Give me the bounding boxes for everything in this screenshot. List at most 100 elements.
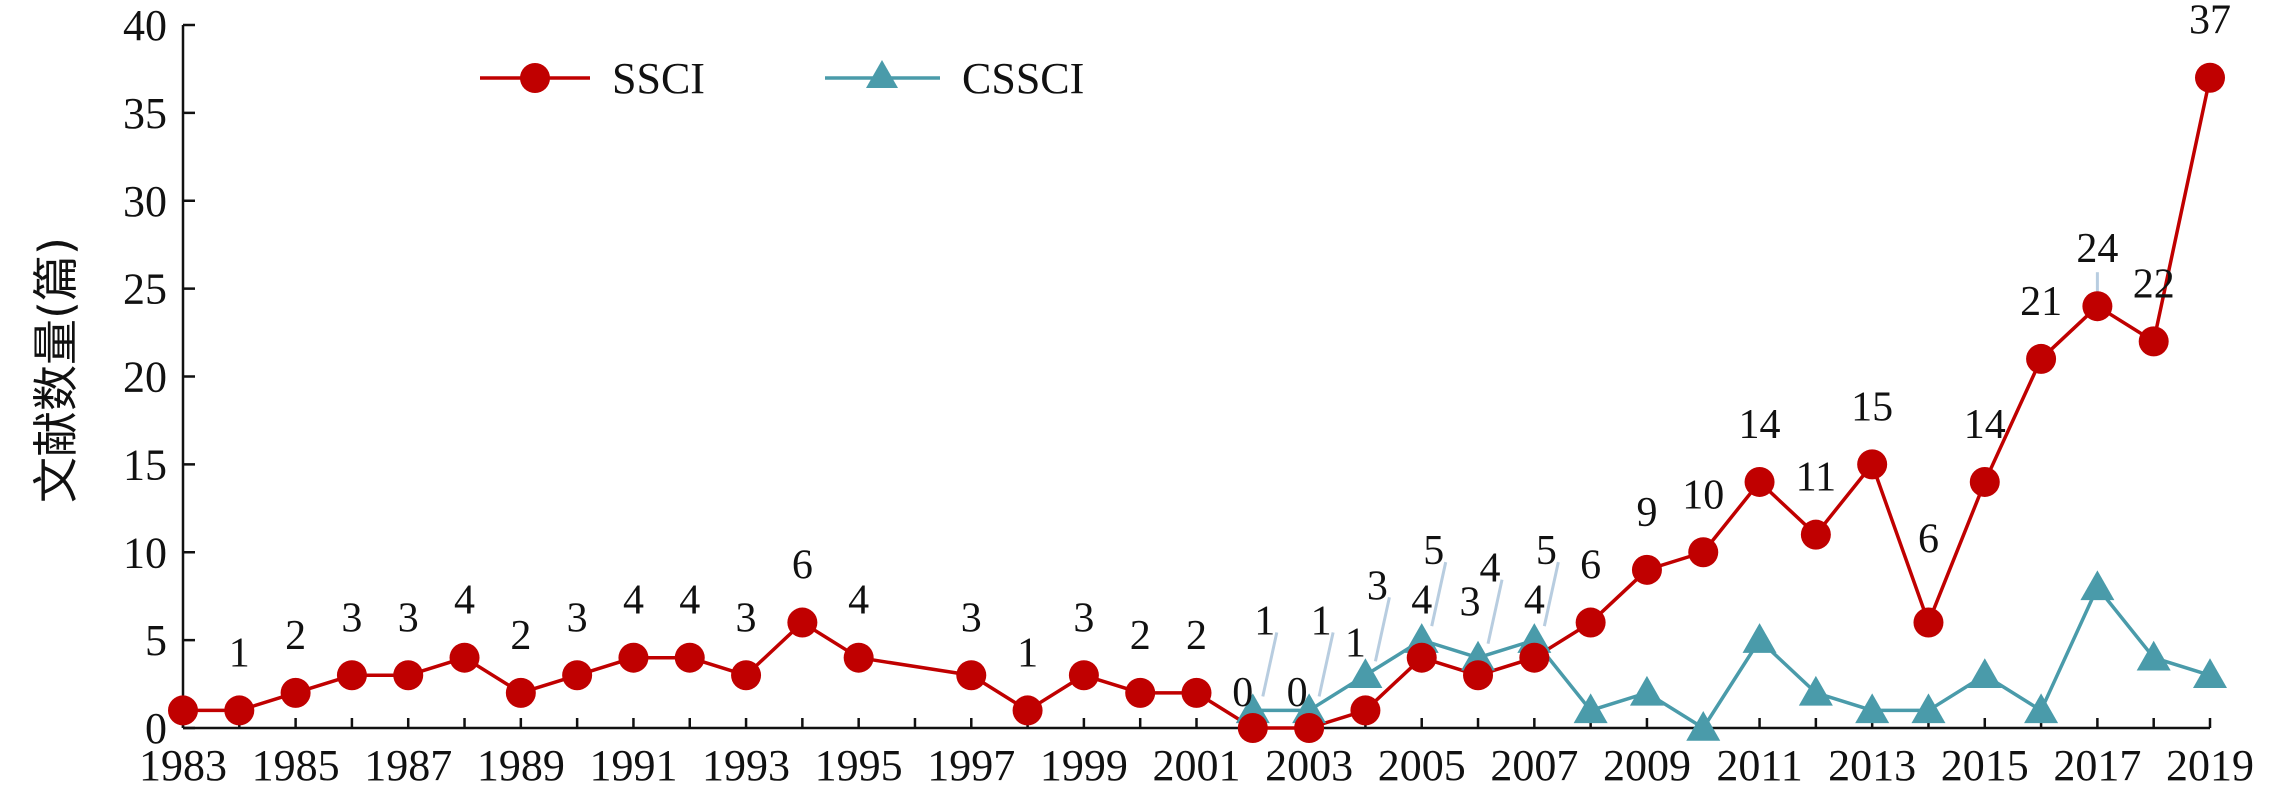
ssci-data-label: 1 <box>229 630 250 676</box>
label-leader-line <box>1486 579 1504 645</box>
y-tick-label: 40 <box>123 1 167 50</box>
ssci-point <box>1519 642 1550 673</box>
ssci-data-label: 3 <box>398 595 419 641</box>
ssci-data-label: 0 <box>1232 670 1253 716</box>
x-tick-label: 2001 <box>1153 741 1241 790</box>
ssci-point <box>618 642 649 673</box>
ssci-point <box>2082 291 2113 322</box>
label-leader-line <box>1373 596 1391 662</box>
ssci-data-label: 1 <box>1017 630 1038 676</box>
y-tick-label: 5 <box>145 616 167 665</box>
x-tick-label: 2019 <box>2166 741 2254 790</box>
ssci-point <box>956 660 987 691</box>
legend: SSCI CSSCI <box>480 54 1084 103</box>
ssci-data-label: 24 <box>2076 226 2118 272</box>
y-tick-label: 15 <box>123 440 167 489</box>
cssci-point <box>1967 658 2002 689</box>
ssci-point <box>1181 677 1212 708</box>
x-tick-label: 1995 <box>815 741 903 790</box>
ssci-data-label: 2 <box>285 613 306 659</box>
ssci-point <box>1125 677 1156 708</box>
x-tick-label: 2015 <box>1941 741 2029 790</box>
ssci-point <box>2138 326 2169 357</box>
x-tick-label: 2005 <box>1378 741 1466 790</box>
cssci-point <box>1629 675 1664 706</box>
ssci-data-label: 6 <box>792 543 813 589</box>
ssci-point <box>1575 607 1606 638</box>
ssci-point <box>224 695 255 726</box>
y-tick-label: 10 <box>123 528 167 577</box>
cssci-data-label: 5 <box>1423 528 1444 574</box>
ssci-data-label: 4 <box>454 578 475 624</box>
legend-ssci-marker <box>520 63 550 93</box>
ssci-point <box>1237 713 1268 743</box>
ssci-point <box>1969 466 2000 497</box>
ssci-data-label: 3 <box>567 595 588 641</box>
cssci-point <box>2136 640 2171 671</box>
ssci-point <box>393 660 424 691</box>
ssci-point <box>1463 660 1494 691</box>
y-tick-label: 30 <box>123 177 167 226</box>
x-tick-label: 2003 <box>1265 741 1353 790</box>
ssci-data-label: 0 <box>1287 670 1308 716</box>
legend-ssci-label: SSCI <box>612 54 705 103</box>
y-tick-label: 0 <box>145 704 167 753</box>
cssci-point <box>1911 693 1946 724</box>
ssci-point <box>2195 62 2225 93</box>
ssci-data-label: 6 <box>1580 543 1601 589</box>
ssci-point <box>505 677 536 708</box>
ssci-point <box>168 695 198 726</box>
legend-cssci-marker <box>866 60 898 88</box>
cssci-point <box>2193 658 2227 689</box>
cssci-point <box>2080 570 2115 601</box>
ssci-point <box>2026 343 2057 374</box>
ssci-point <box>787 607 818 638</box>
x-tick-label: 1993 <box>702 741 790 790</box>
cssci-data-label: 3 <box>1367 563 1388 609</box>
ssci-data-label: 2 <box>510 613 531 659</box>
x-tick-label: 1985 <box>252 741 340 790</box>
ssci-data-label: 11 <box>1796 455 1836 501</box>
cssci-data-label: 1 <box>1311 598 1332 644</box>
ssci-data-label: 9 <box>1636 490 1657 536</box>
ssci-data-label: 2 <box>1186 613 1207 659</box>
ssci-point <box>1350 695 1381 726</box>
cssci-data-label: 1 <box>1254 598 1275 644</box>
ssci-point <box>843 642 874 673</box>
cssci-point <box>1855 693 1890 724</box>
x-tick-label: 2009 <box>1603 741 1691 790</box>
ssci-point <box>1913 607 1944 638</box>
series-markers <box>168 62 2227 743</box>
ssci-data-label: 3 <box>1460 579 1481 625</box>
ssci-data-label: 4 <box>1411 578 1432 624</box>
cssci-point <box>2024 693 2059 724</box>
label-leader-lines <box>1261 272 2099 697</box>
ssci-data-label: 15 <box>1851 384 1893 430</box>
ssci-data-label: 21 <box>2020 279 2062 325</box>
ssci-point <box>1406 642 1437 673</box>
ssci-point <box>1800 519 1831 550</box>
ssci-data-label: 3 <box>1073 595 1094 641</box>
label-leader-line <box>1261 632 1279 697</box>
x-tick-label: 1997 <box>927 741 1015 790</box>
x-tick-label: 2013 <box>1828 741 1916 790</box>
ssci-point <box>731 660 762 691</box>
cssci-point <box>1348 658 1383 689</box>
x-tick-label: 2011 <box>1716 741 1802 790</box>
series-line-cssci <box>1252 585 2211 730</box>
ssci-point <box>1631 554 1662 585</box>
ssci-data-label: 37 <box>2189 0 2231 44</box>
y-tick-label: 25 <box>123 265 167 314</box>
label-leader-line <box>1317 632 1335 697</box>
label-leader-line <box>1430 561 1448 627</box>
data-labels: 1 2 3 3 42 3 4 4 364 313 2 20 014 3 469 101411156142124… <box>229 0 2231 716</box>
ssci-point <box>562 660 593 691</box>
ssci-point <box>1012 695 1043 726</box>
x-tick-label: 1989 <box>477 741 565 790</box>
y-tick-label: 20 <box>123 353 167 402</box>
ssci-data-label: 4 <box>623 578 644 624</box>
ssci-point <box>336 660 367 691</box>
